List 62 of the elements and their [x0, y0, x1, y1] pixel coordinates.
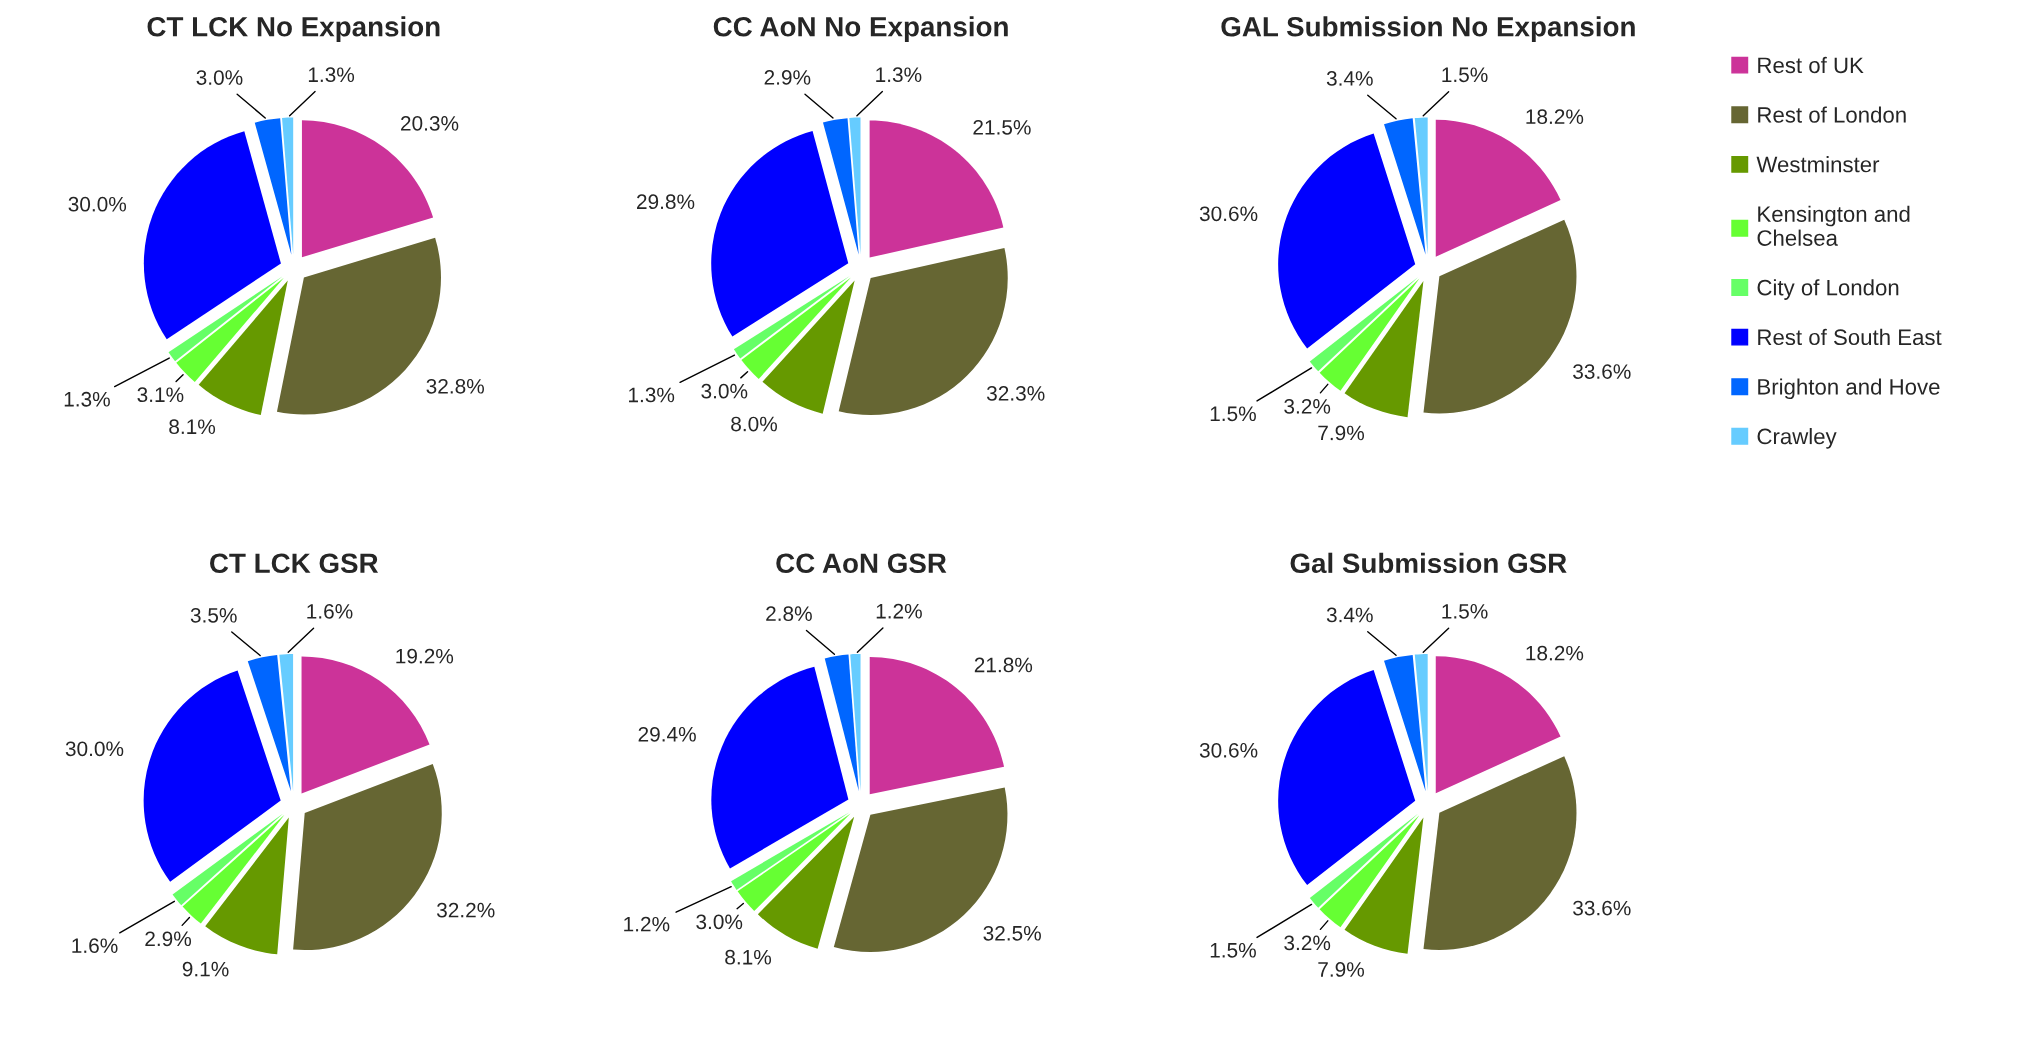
data-label: 1.5% — [1442, 67, 1488, 83]
legend-label: Brighton and Hove — [1758, 378, 1940, 400]
data-label: 9.1% — [182, 961, 229, 977]
legend-label: Rest of South East — [1758, 328, 1942, 346]
data-label: 32.5% — [983, 925, 1041, 941]
data-label: 1.3% — [64, 391, 110, 407]
data-label: 7.9% — [1318, 425, 1365, 441]
data-label: 8.0% — [731, 416, 777, 432]
data-label: 7.9% — [1318, 962, 1365, 977]
data-label: 29.8% — [637, 194, 695, 210]
legend-label: Crawley — [1757, 427, 1837, 449]
data-label: 33.6% — [1573, 364, 1631, 379]
data-label: 32.3% — [986, 385, 1045, 401]
data-label: 21.5% — [973, 119, 1031, 135]
legend-label: Kensington and Chelsea — [1757, 205, 1910, 246]
legend-label: Rest of UK — [1758, 56, 1864, 74]
data-label: 30.6% — [1199, 742, 1258, 758]
data-label: 8.1% — [725, 949, 772, 965]
chart-title: GAL Submission No Expansion — [1221, 16, 1635, 43]
data-label: 1.6% — [72, 938, 118, 954]
data-label: 1.3% — [876, 67, 922, 83]
chart-title: CC AoN No Expansion — [713, 16, 1008, 43]
data-label: 3.0% — [701, 383, 748, 399]
data-label: 3.4% — [1326, 71, 1373, 86]
data-label: 18.2% — [1526, 109, 1584, 125]
chart-title: CC AoN GSR — [776, 553, 947, 574]
data-label: 3.2% — [1284, 398, 1331, 414]
data-label: 1.2% — [624, 916, 670, 932]
data-label: 1.5% — [1210, 406, 1256, 422]
data-label: 3.0% — [696, 914, 743, 930]
data-label: 30.0% — [65, 741, 124, 757]
data-label: 32.8% — [426, 378, 484, 394]
chart-title: CT LCK No Expansion — [147, 16, 440, 43]
data-label: 32.2% — [436, 902, 495, 918]
chart-title: CT LCK GSR — [210, 553, 379, 574]
data-label: 3.0% — [196, 70, 243, 85]
data-label: 1.5% — [1442, 604, 1488, 619]
data-label: 18.2% — [1526, 645, 1584, 661]
data-label: 2.9% — [764, 70, 811, 85]
data-label: 2.8% — [766, 606, 812, 622]
data-label: 33.6% — [1573, 900, 1631, 916]
data-label: 1.6% — [307, 603, 353, 619]
data-label: 1.3% — [308, 67, 355, 83]
data-label: 1.5% — [1210, 942, 1256, 958]
data-label: 3.1% — [137, 387, 184, 403]
data-label: 1.2% — [876, 603, 922, 619]
data-label: 20.3% — [401, 115, 459, 131]
data-label: 30.6% — [1199, 206, 1258, 222]
data-label: 2.9% — [145, 931, 192, 947]
data-label: 8.1% — [169, 419, 216, 435]
data-label: 21.8% — [974, 657, 1033, 673]
legend-label: City of London — [1757, 279, 1899, 300]
data-label: 3.4% — [1326, 607, 1373, 623]
data-label: 29.4% — [638, 726, 696, 742]
legend-label: Westminster — [1756, 156, 1880, 173]
data-label: 30.0% — [68, 196, 127, 212]
data-label: 19.2% — [396, 648, 454, 664]
data-label: 1.3% — [629, 387, 675, 403]
legend-label: Rest of London — [1758, 106, 1906, 123]
chart-title: Gal Submission GSR — [1290, 552, 1567, 574]
data-label: 3.5% — [190, 607, 237, 623]
data-label: 3.2% — [1284, 935, 1331, 951]
